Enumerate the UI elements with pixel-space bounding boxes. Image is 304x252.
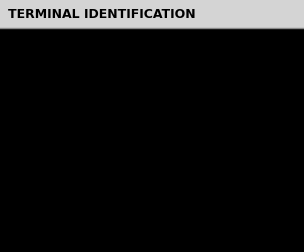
Text: TERMINAL IDENTIFICATION: TERMINAL IDENTIFICATION xyxy=(8,8,196,20)
Bar xyxy=(0,0,304,28)
